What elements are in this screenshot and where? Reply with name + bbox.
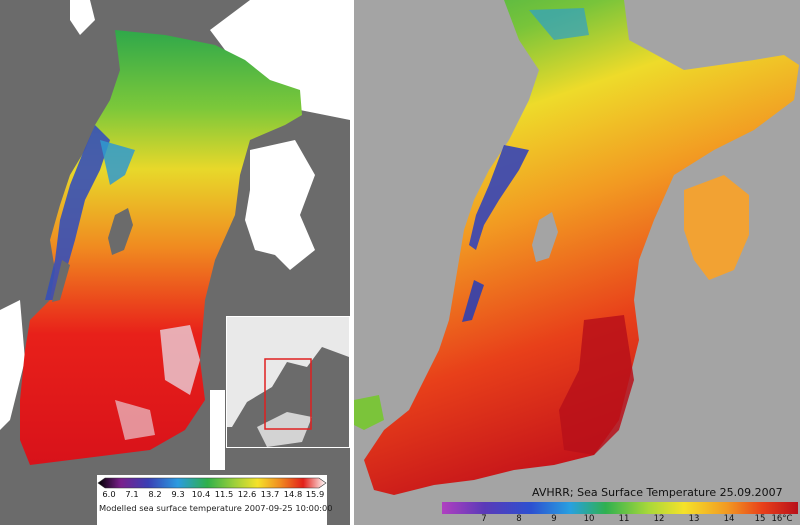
location-inset-map xyxy=(226,316,350,448)
avhrr-tick: 12 xyxy=(653,514,665,524)
modelled-tick: 12.6 xyxy=(237,489,257,499)
modelled-sst-panel: 6.0 7.1 8.2 9.3 10.4 11.5 12.6 13.7 14.8… xyxy=(0,0,350,525)
avhrr-tick: 13 xyxy=(688,514,700,524)
modelled-tick: 10.4 xyxy=(191,489,211,499)
avhrr-tick: 11 xyxy=(618,514,630,524)
avhrr-tick: 9 xyxy=(551,514,557,524)
avhrr-tick: 14 xyxy=(723,514,735,524)
avhrr-colorbar-gradient xyxy=(442,502,798,514)
oland-island xyxy=(52,260,70,302)
modelled-tick: 8.2 xyxy=(148,489,162,499)
inset-map-graphic xyxy=(227,317,349,447)
modelled-sst-map xyxy=(0,0,350,470)
cool-water-north-observed xyxy=(529,8,589,40)
unmodelled-area-gotland-east xyxy=(245,140,315,270)
western-coastal-fragment xyxy=(354,395,384,430)
unmodelled-area-southeast xyxy=(210,390,225,470)
avhrr-colorbar xyxy=(442,502,798,514)
modelled-tick: 15.9 xyxy=(305,489,325,499)
coastal-white-patch xyxy=(70,0,95,35)
modelled-caption: Modelled sea surface temperature 2007-09… xyxy=(99,503,333,513)
modelled-colorbar-ticks: 6.0 7.1 8.2 9.3 10.4 11.5 12.6 13.7 14.8… xyxy=(97,489,327,501)
avhrr-tick: 8 xyxy=(516,514,522,524)
modelled-tick: 6.0 xyxy=(102,489,116,499)
gotland-island xyxy=(108,208,133,255)
modelled-tick: 7.1 xyxy=(125,489,139,499)
avhrr-tick: 15 xyxy=(754,514,766,524)
avhrr-sst-panel: AVHRR; Sea Surface Temperature 25.09.200… xyxy=(354,0,800,525)
gulf-of-riga-warm xyxy=(684,175,749,280)
cool-upwelling-west-observed xyxy=(469,145,529,250)
avhrr-tick: 10 xyxy=(583,514,595,524)
avhrr-tick: 16°C xyxy=(771,514,793,524)
modelled-tick: 14.8 xyxy=(283,489,303,499)
modelled-colorbar-legend: 6.0 7.1 8.2 9.3 10.4 11.5 12.6 13.7 14.8… xyxy=(97,475,333,525)
cool-upwelling-west xyxy=(45,125,110,300)
modelled-colorbar-gradient xyxy=(97,477,327,489)
inset-region-box xyxy=(264,358,312,430)
inset-land-north xyxy=(227,317,349,427)
avhrr-colorbar-legend: AVHRR; Sea Surface Temperature 25.09.200… xyxy=(442,480,798,525)
cool-water-north xyxy=(100,140,135,185)
panel-divider xyxy=(350,0,354,525)
avhrr-tick: 7 xyxy=(481,514,487,524)
modelled-tick: 9.3 xyxy=(171,489,185,499)
modelled-tick: 11.5 xyxy=(214,489,234,499)
modelled-tick: 13.7 xyxy=(260,489,280,499)
warm-plume-south xyxy=(160,325,200,395)
modelled-colorbar xyxy=(97,477,327,489)
avhrr-sst-map xyxy=(354,0,799,495)
avhrr-colorbar-ticks: 7 8 9 10 11 12 13 14 15 16°C xyxy=(442,514,798,525)
warm-plume-southwest xyxy=(115,400,155,440)
unmodelled-area-west xyxy=(0,300,25,430)
warm-core-southeast xyxy=(559,315,634,455)
gotland-island-observed xyxy=(532,212,558,262)
cool-strip-oland-observed xyxy=(462,280,484,322)
baltic-sea-observed-field xyxy=(364,0,799,495)
avhrr-caption: AVHRR; Sea Surface Temperature 25.09.200… xyxy=(532,486,783,499)
unmodelled-area-north xyxy=(210,0,350,120)
